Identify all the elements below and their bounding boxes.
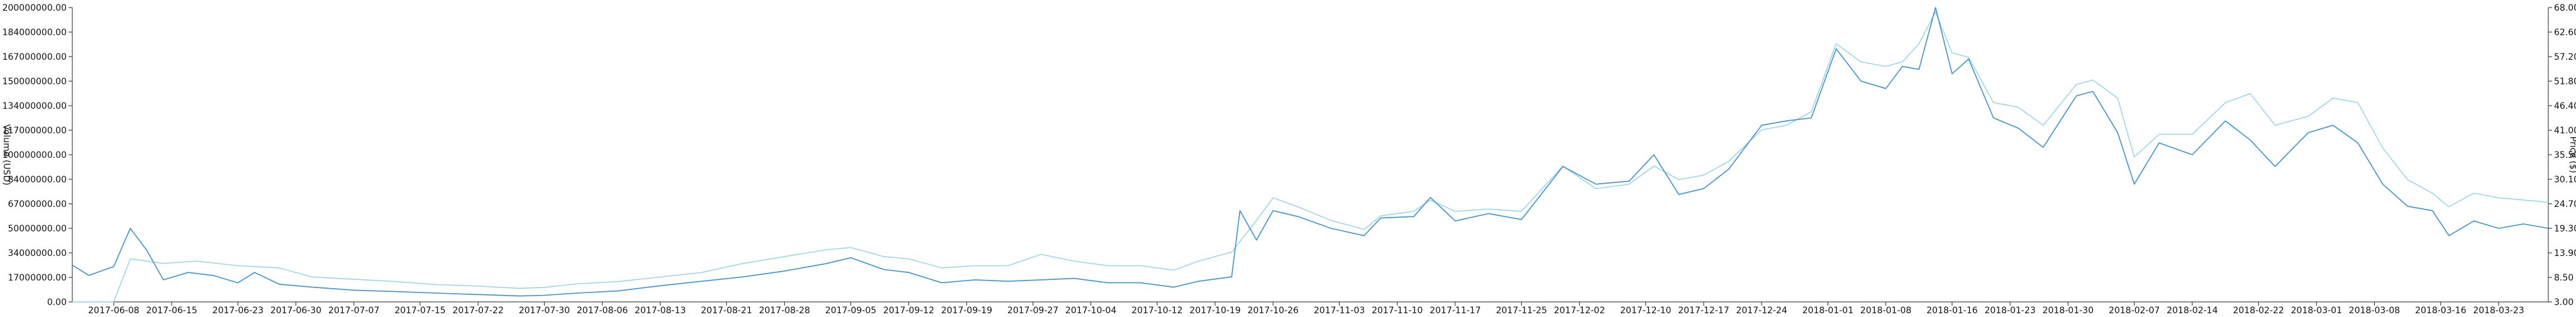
x-tick-label: 2017-12-02 xyxy=(1554,306,1605,314)
right-tick-label: 3.00 xyxy=(2554,298,2573,308)
x-tick-label: 2017-06-30 xyxy=(270,306,321,314)
x-tick-label: 2017-12-24 xyxy=(1736,306,1787,314)
right-tick-label: 46.40 xyxy=(2554,101,2576,111)
x-tick-label: 2018-02-22 xyxy=(2233,306,2284,314)
x-tick-label: 2017-11-17 xyxy=(1430,306,1480,314)
right-tick-label: 68.00 xyxy=(2554,3,2576,13)
x-tick-label: 2017-11-03 xyxy=(1314,306,1365,314)
x-tick-label: 2017-11-25 xyxy=(1496,306,1547,314)
x-tick-label: 2017-10-12 xyxy=(1131,306,1182,314)
left-tick-label: 100000000.00 xyxy=(3,150,67,160)
left-tick-label: 50000000.00 xyxy=(8,224,67,234)
left-tick-label: 150000000.00 xyxy=(3,77,67,87)
volume-series-line xyxy=(72,8,2548,296)
x-tick-label: 2018-02-07 xyxy=(2109,306,2160,314)
x-axis-ticks: 2017-06-08 2017-06-15 2017-06-23 2017-06-30… xyxy=(88,302,2524,314)
x-tick-label: 2018-01-16 xyxy=(1926,306,1977,314)
x-tick-label: 2017-06-23 xyxy=(213,306,264,314)
x-tick-label: 2017-10-26 xyxy=(1248,306,1299,314)
right-tick-label: 24.70 xyxy=(2554,199,2576,209)
price-series-line xyxy=(72,12,2548,302)
x-tick-label: 2017-09-12 xyxy=(883,306,934,314)
x-tick-label: 2017-11-10 xyxy=(1372,306,1423,314)
x-tick-label: 2018-03-01 xyxy=(2291,306,2342,314)
right-tick-label: 30.10 xyxy=(2554,175,2576,185)
left-tick-label: 34000000.00 xyxy=(8,248,67,259)
x-tick-label: 2017-10-04 xyxy=(1065,306,1116,314)
right-tick-label: 35.50 xyxy=(2554,150,2576,160)
left-tick-label: 117000000.00 xyxy=(3,126,67,136)
x-tick-label: 2017-06-15 xyxy=(146,306,197,314)
x-tick-label: 2017-07-07 xyxy=(328,306,379,314)
x-tick-label: 2018-01-01 xyxy=(1802,306,1853,314)
x-tick-label: 2017-08-06 xyxy=(577,306,628,314)
x-tick-label: 2017-12-10 xyxy=(1620,306,1671,314)
right-tick-label: 57.20 xyxy=(2554,52,2576,62)
left-tick-label: 17000000.00 xyxy=(8,273,67,283)
x-tick-label: 2018-02-14 xyxy=(2167,306,2218,314)
right-tick-label: 13.90 xyxy=(2554,248,2576,259)
left-tick-label: 67000000.00 xyxy=(8,199,67,209)
x-tick-label: 2018-03-08 xyxy=(2349,306,2400,314)
x-tick-label: 2017-08-21 xyxy=(701,306,752,314)
x-tick-label: 2017-10-19 xyxy=(1189,306,1240,314)
x-tick-label: 2018-01-23 xyxy=(1984,306,2035,314)
left-tick-label: 84000000.00 xyxy=(8,175,67,185)
x-tick-label: 2018-03-23 xyxy=(2473,306,2524,314)
x-tick-label: 2017-07-30 xyxy=(519,306,570,314)
right-tick-label: 19.30 xyxy=(2554,224,2576,234)
left-tick-label: 134000000.00 xyxy=(3,101,67,111)
x-tick-label: 2018-01-30 xyxy=(2043,306,2094,314)
left-tick-label: 200000000.00 xyxy=(3,3,67,13)
x-tick-label: 2017-09-27 xyxy=(1008,306,1058,314)
x-tick-label: 2017-09-05 xyxy=(825,306,876,314)
right-tick-label: 41.00 xyxy=(2554,126,2576,136)
x-tick-label: 2017-09-19 xyxy=(941,306,992,314)
series-layer xyxy=(72,8,2548,302)
x-tick-label: 2017-07-22 xyxy=(453,306,504,314)
right-tick-label: 51.80 xyxy=(2554,77,2576,87)
left-axis-ticks: 0.00 17000000.00 34000000.00 50000000.00 670… xyxy=(3,3,72,308)
x-tick-label: 2018-01-08 xyxy=(1860,306,1911,314)
right-axis-ticks: 3.00 8.50 13.90 19.30 24.70 30.10 35.50 41.00 46… xyxy=(2548,3,2576,308)
right-tick-label: 8.50 xyxy=(2554,273,2573,283)
x-tick-label: 2018-03-16 xyxy=(2415,306,2466,314)
left-tick-label: 167000000.00 xyxy=(3,52,67,62)
x-tick-label: 2017-08-28 xyxy=(759,306,810,314)
left-tick-label: 184000000.00 xyxy=(3,28,67,38)
left-tick-label: 0.00 xyxy=(47,298,67,308)
x-tick-label: 2017-07-15 xyxy=(394,306,445,314)
right-tick-label: 62.60 xyxy=(2554,28,2576,38)
x-tick-label: 2017-06-08 xyxy=(88,306,139,314)
x-tick-label: 2017-12-17 xyxy=(1678,306,1729,314)
x-tick-label: 2017-08-13 xyxy=(635,306,686,314)
